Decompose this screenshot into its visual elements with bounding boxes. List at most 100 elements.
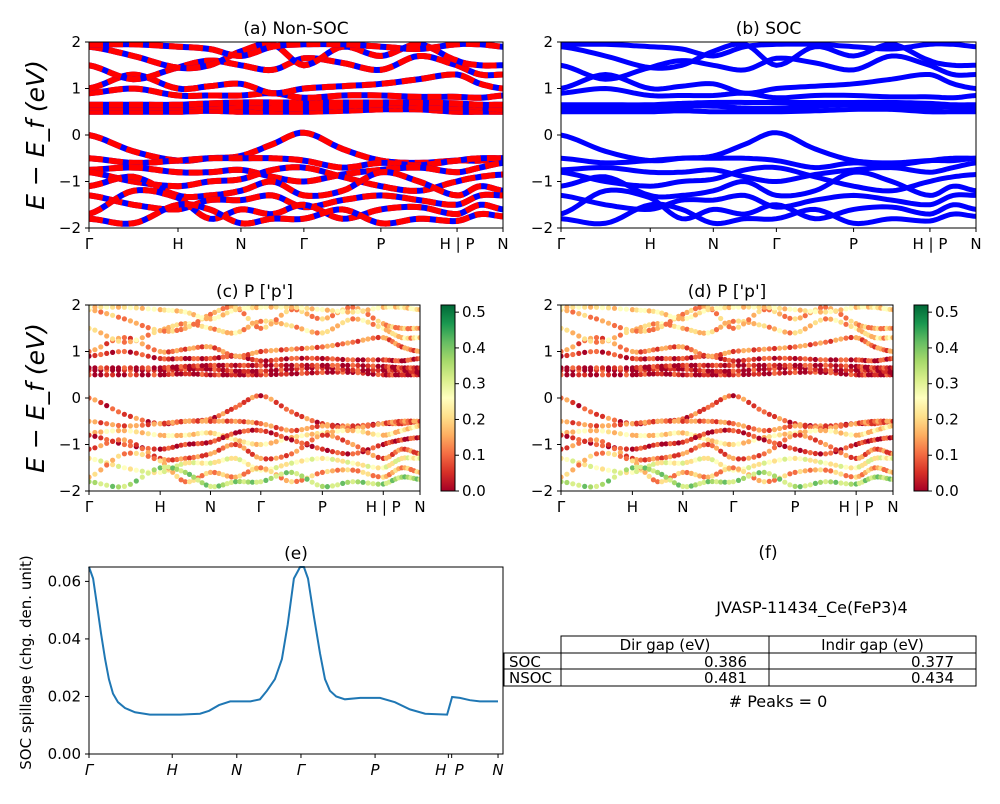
band-point — [237, 306, 243, 312]
colorbar-tick-label: 0.0 — [935, 482, 959, 500]
band-point — [360, 367, 366, 373]
band-point — [220, 329, 226, 335]
band-point — [667, 371, 673, 377]
band-point — [98, 435, 104, 441]
band-point — [730, 372, 736, 378]
band-point — [278, 463, 284, 469]
band-point — [676, 362, 682, 369]
band-point — [360, 308, 366, 314]
band-point — [697, 351, 703, 357]
band-point — [688, 372, 694, 378]
table-cell: 0.377 — [911, 653, 954, 671]
band-point — [629, 365, 636, 371]
band-point — [157, 432, 163, 438]
band-point — [203, 430, 209, 436]
band-point — [263, 422, 269, 428]
band-point — [576, 333, 582, 339]
band-point — [705, 441, 711, 448]
band-point — [599, 466, 606, 472]
band-point — [671, 430, 678, 436]
band-point — [634, 457, 640, 463]
band-point — [761, 451, 767, 457]
band-point — [828, 461, 834, 467]
x-tick-label: P — [455, 761, 465, 779]
band-point — [145, 453, 151, 459]
band-point — [304, 345, 310, 351]
band-point — [807, 450, 813, 456]
band-point — [807, 356, 813, 362]
panel-title: (e) — [284, 544, 308, 564]
band-point — [127, 466, 133, 472]
band-point — [345, 309, 351, 315]
band-point — [807, 308, 813, 314]
band-point — [629, 421, 636, 427]
band-point — [735, 324, 742, 330]
band-point — [182, 309, 188, 315]
band-point — [216, 447, 222, 453]
band-point — [797, 447, 803, 453]
band-point — [309, 306, 315, 312]
band-point — [766, 478, 772, 484]
band-point — [890, 455, 893, 461]
band-point — [151, 365, 157, 371]
band-point — [195, 313, 201, 319]
band-point — [797, 369, 803, 375]
band-point — [220, 372, 226, 378]
band-point — [730, 393, 736, 399]
y-tick-label: 2 — [71, 33, 81, 51]
band-point — [329, 433, 336, 439]
colorbar-tick-label: 0.4 — [935, 339, 959, 357]
colorbar-tick-label: 0.0 — [462, 482, 486, 500]
band-point — [241, 327, 247, 333]
band-point — [121, 465, 127, 471]
band-point — [278, 433, 284, 439]
band-point — [570, 481, 576, 487]
band-point — [350, 451, 356, 457]
band-point — [92, 352, 98, 359]
band-point — [655, 418, 661, 424]
band-point — [283, 309, 289, 315]
band-point — [701, 362, 707, 368]
band-point — [751, 371, 757, 377]
band-point — [688, 314, 694, 320]
band-point — [741, 423, 747, 429]
band-point — [718, 461, 724, 467]
band-point — [92, 372, 98, 378]
x-tick-label: Γ — [557, 235, 566, 253]
band-point — [220, 482, 226, 488]
band-point — [756, 366, 762, 373]
band-point — [617, 306, 624, 312]
band-point — [170, 356, 176, 362]
band-point — [684, 309, 690, 315]
band-point — [761, 469, 767, 475]
band-point — [692, 312, 699, 318]
band-point — [324, 343, 330, 349]
band-point — [268, 367, 274, 374]
band-point — [258, 305, 264, 310]
band-point — [254, 349, 260, 355]
band-point — [224, 418, 230, 424]
band-point — [599, 439, 606, 445]
band-point — [751, 426, 757, 432]
band-point — [730, 305, 736, 310]
band-point — [178, 326, 184, 333]
band-point — [186, 455, 193, 461]
band-point — [121, 339, 127, 345]
band-point — [697, 305, 703, 310]
band-point — [241, 428, 247, 434]
band-point — [599, 413, 606, 419]
band-point — [195, 371, 201, 377]
band-point — [787, 370, 793, 376]
band-point — [121, 372, 127, 378]
band-point — [220, 367, 226, 373]
band-point — [807, 482, 813, 488]
band-point — [766, 448, 772, 454]
x-tick-label: H — [435, 761, 446, 779]
band-point — [345, 357, 351, 363]
band-point — [582, 483, 588, 489]
band-point — [570, 309, 576, 315]
band-point — [335, 342, 341, 348]
band-point — [319, 307, 325, 313]
band-line — [561, 187, 976, 222]
band-point — [588, 338, 594, 344]
